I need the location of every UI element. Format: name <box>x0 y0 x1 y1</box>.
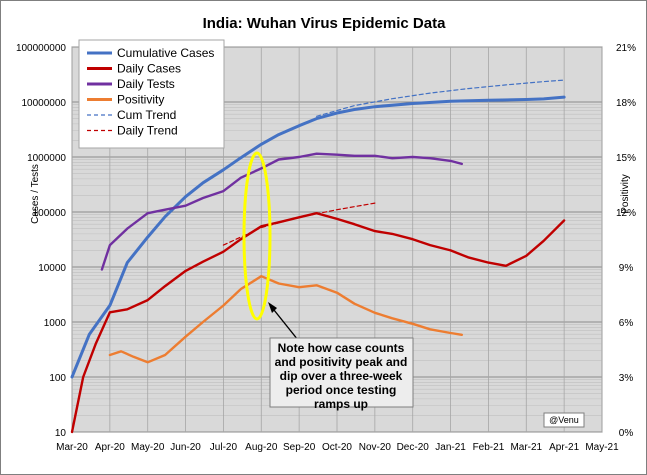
annotation-line: ramps up <box>314 397 368 411</box>
annotation-box: Note how case counts and positivity peak… <box>269 337 414 411</box>
x-tick-label: Jun-20 <box>170 442 201 453</box>
y-left-tick-label: 100000 <box>33 208 67 219</box>
y-right-tick-label: 18% <box>616 98 636 109</box>
y-left-tick-label: 1000000 <box>27 153 66 164</box>
legend-label: Cum Trend <box>117 108 176 122</box>
y-right-tick-label: 9% <box>619 263 634 274</box>
y-right-tick-label: 6% <box>619 318 634 329</box>
annotation-arrow <box>269 304 299 341</box>
x-tick-label: Nov-20 <box>359 442 392 453</box>
x-tick-label: May-21 <box>585 442 619 453</box>
annotation-line: and positivity peak and <box>275 355 408 369</box>
y-right-tick-label: 0% <box>619 428 634 439</box>
y-left-tick-label: 100000000 <box>16 43 66 54</box>
y-right-tick-label: 15% <box>616 153 636 164</box>
x-tick-label: Mar-21 <box>510 442 542 453</box>
series-line-positivity <box>108 275 463 364</box>
series-line-daily-cases <box>70 211 566 434</box>
y-left-axis-label: Cases / Tests <box>30 164 41 224</box>
y-left-tick-label: 10000000 <box>22 98 67 109</box>
x-tick-label: Jan-21 <box>435 442 466 453</box>
series-line-daily-tests <box>100 152 463 271</box>
chart-title: India: Wuhan Virus Epidemic Data <box>203 15 446 32</box>
series-line-cumulative-cases <box>70 95 566 379</box>
series-line-daily-trend <box>222 202 376 246</box>
y-right-tick-label: 12% <box>616 208 636 219</box>
annotation-line: Note how case counts <box>278 341 405 355</box>
legend-label: Daily Tests <box>117 77 175 91</box>
legend-label: Cumulative Cases <box>117 46 214 60</box>
highlight-ellipse <box>242 151 272 321</box>
legend-label: Daily Cases <box>117 62 181 76</box>
legend-label: Positivity <box>117 93 164 107</box>
y-left-tick-label: 100 <box>49 373 66 384</box>
annotation-line: period once testing <box>286 383 397 397</box>
x-tick-label: Apr-20 <box>95 442 125 453</box>
legend-label: Daily Trend <box>117 124 178 138</box>
annotation-arrowhead <box>268 302 277 313</box>
y-right-tick-label: 3% <box>619 373 634 384</box>
x-tick-label: Apr-21 <box>549 442 579 453</box>
y-right-axis-label: Positivity <box>620 174 631 213</box>
y-left-tick-label: 1000 <box>44 318 67 329</box>
ticks: 10 100 1000 10000 100000 1000000 10000000 10000… <box>16 43 636 453</box>
x-tick-label: Mar-20 <box>56 442 88 453</box>
x-tick-label: Jul-20 <box>210 442 238 453</box>
x-tick-label: Oct-20 <box>322 442 352 453</box>
annotation-line: dip over a three-week <box>280 369 403 383</box>
credit-box: @Venu <box>543 412 585 428</box>
y-right-tick-label: 21% <box>616 43 636 54</box>
series-layer <box>70 79 566 434</box>
x-tick-label: May-20 <box>131 442 165 453</box>
x-tick-label: Feb-21 <box>473 442 505 453</box>
series-line-cum-trend <box>316 79 565 117</box>
y-left-tick-label: 10 <box>55 428 67 439</box>
y-left-tick-label: 10000 <box>38 263 66 274</box>
x-tick-label: Dec-20 <box>397 442 430 453</box>
x-tick-label: Aug-20 <box>245 442 278 453</box>
x-tick-label: Sep-20 <box>283 442 316 453</box>
credit-text: @Venu <box>549 415 579 425</box>
